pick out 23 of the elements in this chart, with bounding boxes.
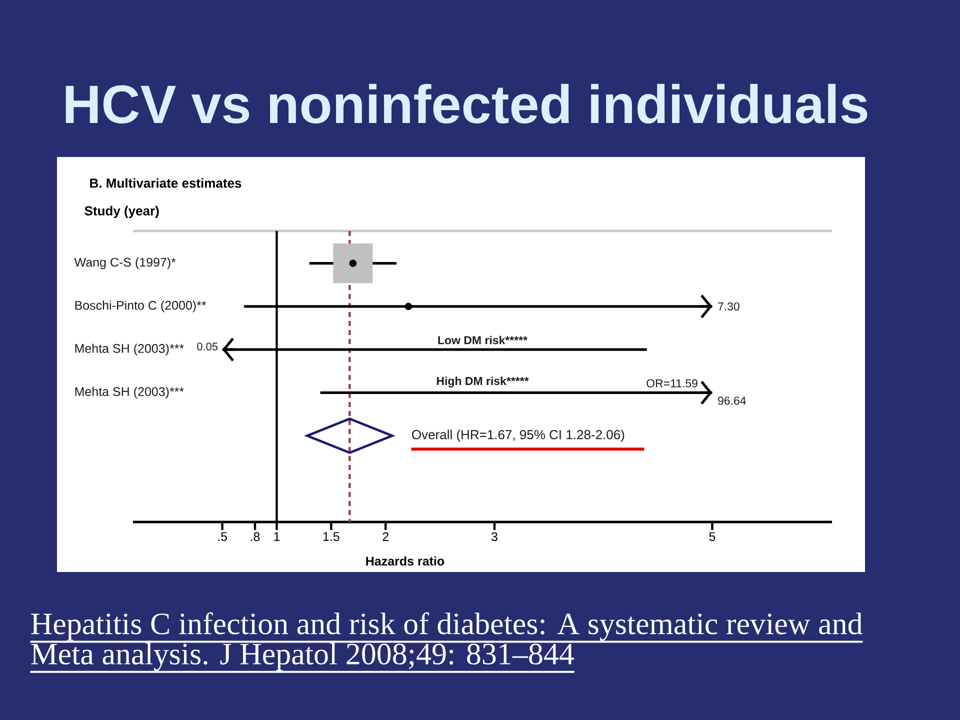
- annotation: Overall (HR=1.67, 95% CI 1.28-2.06): [412, 430, 624, 442]
- y-tick-label: Boschi-Pinto C (2000)**: [75, 300, 206, 312]
- annotation: 96.64: [718, 396, 746, 405]
- x-tick-label: 1: [274, 532, 280, 541]
- x-axis-title: Hazards ratio: [366, 556, 444, 566]
- x-tick-label: .5: [218, 532, 227, 541]
- x-tick-label: 1.5: [323, 532, 340, 541]
- y-tick-label: Mehta SH (2003)***: [75, 344, 184, 356]
- annotation: 0.05: [197, 342, 218, 350]
- y-tick-label: Wang C-S (1997)*: [74, 258, 176, 270]
- x-tick-label: 5: [709, 532, 716, 541]
- annotation: 7.30: [718, 302, 740, 310]
- annotation: OR=11.59: [646, 379, 698, 388]
- series-label: Low DM risk*****: [438, 336, 528, 344]
- chart-title: HCV vs noninfected individuals: [66, 84, 868, 124]
- x-tick-label: 2: [382, 532, 388, 541]
- y-axis-title: Study (year): [84, 206, 159, 218]
- y-tick-label: Mehta SH (2003)***: [75, 386, 184, 398]
- text: Hepatitis C infection and risk of diabetes: A systematic review and Meta analysis. J Hepatol 2008;49: 831–844: [31, 612, 862, 671]
- chart-subtitle: B. Multivariate estimates: [90, 178, 242, 188]
- x-tick-label: 3: [491, 532, 498, 542]
- x-tick-label: .8: [250, 532, 260, 542]
- series-label: High DM risk*****: [436, 376, 529, 388]
